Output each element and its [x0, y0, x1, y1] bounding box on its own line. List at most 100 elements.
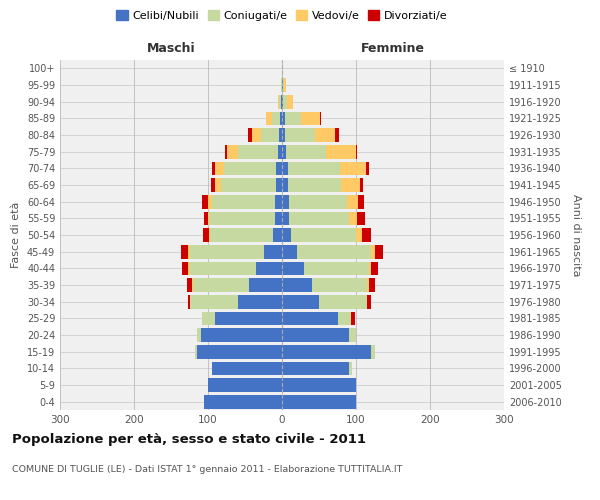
Bar [266, 112, 272, 125]
Bar [356, 228, 362, 242]
Bar [282, 178, 288, 192]
Bar [283, 95, 287, 108]
Bar [193, 278, 249, 292]
Bar [282, 295, 319, 308]
Bar [282, 395, 356, 408]
Bar [260, 128, 279, 142]
Bar [276, 162, 282, 175]
Bar [304, 262, 370, 275]
Bar [282, 328, 349, 342]
Bar [249, 278, 282, 292]
Bar [278, 145, 282, 158]
Bar [282, 195, 289, 208]
Bar [282, 78, 283, 92]
Bar [263, 245, 282, 258]
Bar [282, 128, 285, 142]
Bar [282, 245, 297, 258]
Bar [362, 228, 371, 242]
Bar [311, 278, 367, 292]
Bar [335, 128, 339, 142]
Bar [188, 295, 190, 308]
Bar [367, 295, 371, 308]
Bar [291, 228, 356, 242]
Bar [282, 212, 289, 225]
Bar [225, 145, 227, 158]
Bar [190, 295, 238, 308]
Bar [187, 278, 193, 292]
Bar [190, 262, 256, 275]
Bar [282, 345, 371, 358]
Bar [204, 395, 282, 408]
Y-axis label: Fasce di età: Fasce di età [11, 202, 21, 268]
Bar [341, 178, 360, 192]
Bar [204, 212, 208, 225]
Bar [282, 162, 288, 175]
Bar [275, 212, 282, 225]
Bar [337, 312, 351, 325]
Bar [209, 228, 210, 242]
Bar [197, 345, 282, 358]
Bar [227, 145, 238, 158]
Bar [284, 78, 286, 92]
Bar [319, 295, 367, 308]
Bar [182, 262, 188, 275]
Bar [248, 128, 251, 142]
Bar [280, 112, 282, 125]
Bar [340, 162, 365, 175]
Bar [282, 145, 286, 158]
Bar [276, 178, 282, 192]
Bar [188, 245, 190, 258]
Bar [314, 128, 335, 142]
Bar [285, 128, 314, 142]
Bar [282, 362, 349, 375]
Bar [210, 228, 273, 242]
Bar [224, 162, 276, 175]
Bar [211, 178, 215, 192]
Bar [349, 328, 356, 342]
Bar [209, 212, 275, 225]
Bar [256, 262, 282, 275]
Bar [289, 212, 349, 225]
Bar [203, 228, 209, 242]
Bar [202, 312, 215, 325]
Bar [320, 112, 321, 125]
Bar [212, 362, 282, 375]
Text: Femmine: Femmine [361, 42, 425, 55]
Bar [282, 278, 311, 292]
Bar [275, 195, 282, 208]
Y-axis label: Anni di nascita: Anni di nascita [571, 194, 581, 276]
Bar [297, 245, 371, 258]
Text: COMUNE DI TUGLIE (LE) - Dati ISTAT 1° gennaio 2011 - Elaborazione TUTTITALIA.IT: COMUNE DI TUGLIE (LE) - Dati ISTAT 1° ge… [12, 466, 403, 474]
Bar [208, 195, 212, 208]
Bar [374, 245, 383, 258]
Bar [288, 178, 341, 192]
Bar [349, 362, 352, 375]
Bar [371, 345, 374, 358]
Bar [370, 262, 371, 275]
Bar [212, 162, 215, 175]
Bar [282, 378, 356, 392]
Bar [360, 178, 364, 192]
Bar [208, 378, 282, 392]
Bar [238, 295, 282, 308]
Bar [282, 112, 285, 125]
Legend: Celibi/Nubili, Coniugati/e, Vedovi/e, Divorziati/e: Celibi/Nubili, Coniugati/e, Vedovi/e, Di… [114, 8, 450, 23]
Bar [367, 278, 368, 292]
Bar [221, 178, 276, 192]
Bar [202, 195, 208, 208]
Bar [281, 78, 282, 92]
Bar [282, 262, 304, 275]
Bar [286, 145, 326, 158]
Bar [272, 112, 280, 125]
Bar [208, 212, 209, 225]
Bar [289, 195, 347, 208]
Bar [358, 195, 364, 208]
Bar [190, 245, 263, 258]
Bar [281, 95, 282, 108]
Bar [215, 312, 282, 325]
Bar [282, 228, 291, 242]
Bar [238, 145, 278, 158]
Bar [349, 212, 358, 225]
Bar [371, 262, 378, 275]
Bar [196, 345, 197, 358]
